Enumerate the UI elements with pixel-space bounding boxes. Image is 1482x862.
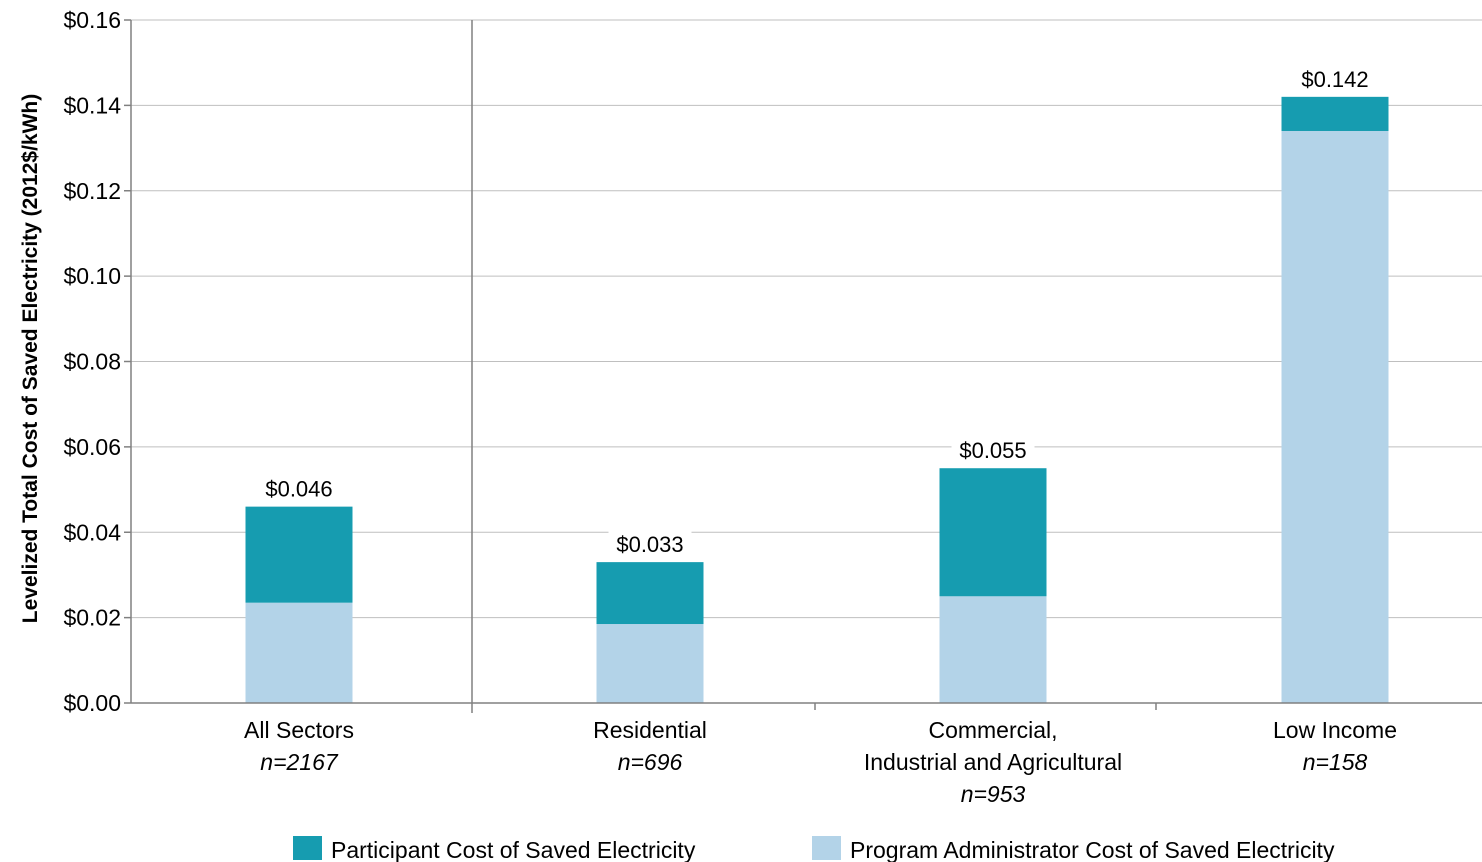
y-axis-title: Levelized Total Cost of Saved Electricit… [19, 94, 42, 623]
bar-segment-program-administrator [596, 624, 704, 703]
bar-segment-program-administrator [245, 602, 353, 703]
y-tick-label: $0.16 [63, 7, 121, 33]
category-label: Residential [593, 717, 707, 743]
bar-segment-participant [1281, 96, 1389, 131]
category-label: Low Income [1273, 717, 1397, 743]
total-data-label: $0.033 [616, 532, 683, 557]
total-data-label: $0.046 [265, 477, 332, 502]
bar-segment-participant [596, 562, 704, 625]
labels: $0.046 $0.033 $0.055 $0.142 [257, 65, 1377, 558]
y-tick-label: $0.04 [63, 519, 121, 545]
category-label: All Sectors [244, 717, 354, 743]
gridlines [131, 19, 1482, 619]
total-data-label: $0.142 [1301, 67, 1368, 92]
legend-label: Participant Cost of Saved Electricity [331, 837, 696, 862]
bar-segment-participant [939, 468, 1047, 597]
legend-swatch [293, 836, 322, 860]
legend-swatch [812, 836, 841, 860]
category-sample-size: n=953 [961, 781, 1026, 807]
legend: Participant Cost of Saved Electricity Pro… [293, 836, 1335, 862]
data-label-background [1293, 65, 1377, 92]
bars [245, 96, 1389, 704]
total-data-label: $0.055 [959, 438, 1026, 463]
bar-segment-program-administrator [1281, 130, 1389, 704]
y-tick-label: $0.12 [63, 178, 121, 204]
y-tick-label: $0.08 [63, 349, 121, 375]
bar-segment-participant [245, 506, 353, 603]
data-label-background [608, 531, 692, 558]
y-tick-label: $0.02 [63, 605, 121, 631]
category-sample-size: n=696 [618, 749, 683, 775]
category-label: Industrial and Agricultural [864, 749, 1122, 775]
category-sample-size: n=2167 [260, 749, 339, 775]
axes: $0.00 $0.02 $0.04 $0.06 $0.08 $0.10 $0.12 $0.14… [19, 7, 1482, 807]
category-label: Commercial, [928, 717, 1057, 743]
legend-label: Program Administrator Cost of Saved Elec… [850, 837, 1335, 862]
category-sample-size: n=158 [1303, 749, 1368, 775]
data-label-background [257, 475, 341, 502]
bar-segment-program-administrator [939, 596, 1047, 703]
y-tick-label: $0.00 [63, 690, 121, 716]
y-tick-label: $0.10 [63, 263, 121, 289]
data-label-background [951, 437, 1035, 464]
y-tick-label: $0.06 [63, 434, 121, 460]
y-tick-label: $0.14 [63, 92, 121, 118]
